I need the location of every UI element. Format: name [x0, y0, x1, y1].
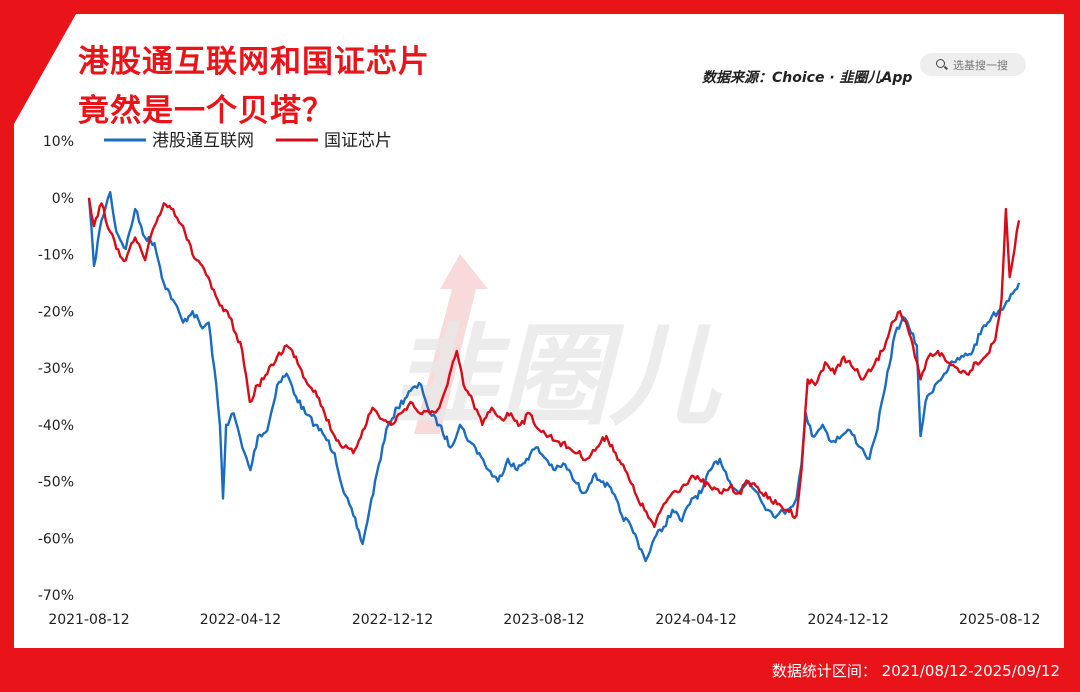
y-tick-label: -70% — [38, 588, 74, 604]
search-placeholder: 选基搜一搜 — [953, 59, 1008, 72]
y-tick-label: 0% — [52, 191, 74, 207]
series-layer — [87, 190, 1021, 563]
y-tick-label: 10% — [43, 134, 74, 150]
x-axis: 2021-08-12 2022-04-12 2022-12-12 2023-08-12… — [48, 612, 1040, 628]
watermark-arrow-icon — [414, 254, 488, 434]
y-tick-label: -40% — [38, 418, 74, 434]
watermark: 韭圈儿 — [389, 254, 723, 440]
chart-card: 港股通互联网和国证芯片 竟然是一个贝塔？ 数据来源：Choice · 韭圈儿Ap… — [14, 14, 1064, 648]
y-tick-label: -10% — [38, 248, 74, 264]
search-icon — [936, 59, 945, 68]
page-title-line-1: 港股通互联网和国证芯片 — [78, 44, 430, 80]
y-axis: 10% 0% -10% -20% -30% -40% -50% -60% -70% — [38, 134, 74, 604]
data-source-label: 数据来源：Choice · 韭圈儿App — [702, 70, 913, 86]
corner-decoration — [14, 14, 76, 124]
series-line-1 — [87, 190, 1021, 563]
line-chart: 韭圈儿 10% 0% -10% -20% -30% -40% -50% -60% -70% 20… — [38, 131, 1041, 628]
legend-label: 港股通互联网 — [152, 131, 254, 151]
y-tick-label: -50% — [38, 475, 74, 491]
x-tick-label: 2024-04-12 — [655, 612, 736, 628]
y-tick-label: -20% — [38, 304, 74, 320]
x-tick-label: 2023-08-12 — [503, 612, 584, 628]
legend: 港股通互联网 国证芯片 — [104, 131, 392, 151]
search-box[interactable]: 选基搜一搜 — [920, 53, 1026, 76]
legend-label: 国证芯片 — [324, 131, 392, 151]
x-tick-label: 2025-08-12 — [959, 612, 1040, 628]
x-tick-label: 2022-04-12 — [200, 612, 281, 628]
date-range-note: 数据统计区间： 2021/08/12-2025/09/12 — [771, 662, 1060, 680]
x-tick-label: 2021-08-12 — [48, 612, 129, 628]
series-line-2 — [87, 197, 1021, 529]
x-tick-label: 2024-12-12 — [808, 612, 889, 628]
x-tick-label: 2022-12-12 — [352, 612, 433, 628]
y-tick-label: -60% — [38, 531, 74, 547]
y-tick-label: -30% — [38, 361, 74, 377]
page-title-line-2: 竟然是一个贝塔？ — [78, 93, 334, 129]
watermark-logo-text: 韭圈儿 — [389, 312, 723, 440]
